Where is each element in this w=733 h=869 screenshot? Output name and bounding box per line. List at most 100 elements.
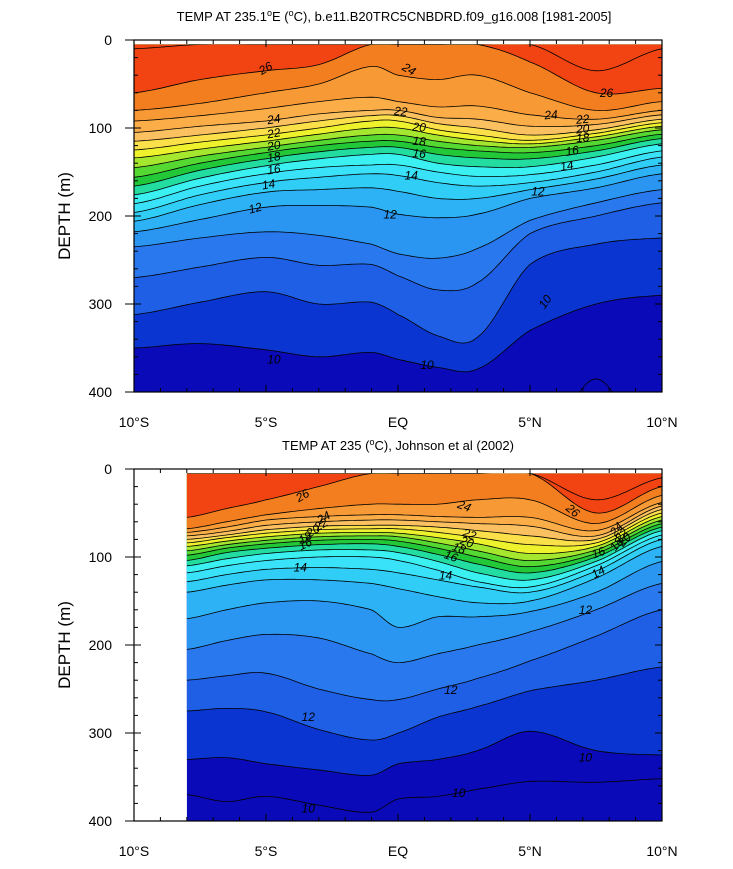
panel-bottom-x-tick-labels: 10°S 5°S EQ 5°N 10°N [119,843,678,859]
isotherm-16 [186,530,663,581]
contour-label: 12 [302,710,316,724]
panel-bottom-y-tick-label-400: 400 [89,813,113,829]
contour-label: 26 [292,486,312,505]
isotherm-13 [134,164,662,222]
temp-band-27 [134,44,662,95]
contour-label: 22 [574,112,590,127]
isotherm-24 [134,96,662,122]
contour-label: 14 [559,158,575,174]
panel-top-title: TEMP AT 235.1oE (oC), b.e11.B20TRC5CNBDR… [177,8,612,24]
contour-label: 16 [564,143,580,159]
contour-label: 24 [265,111,282,127]
isotherm-10 [186,609,663,702]
contour-label: 24 [543,107,559,122]
panel-0-ticks [125,39,663,393]
contour-label: 12 [383,207,397,221]
panel-bottom-y-tick-label-300: 300 [89,725,113,741]
isotherm-11 [186,583,663,664]
isotherm-18 [186,523,663,568]
isotherm-14 [186,539,663,594]
panel-bottom-x-tick-label-eq: EQ [388,843,408,859]
panel-top-x-tick-label-10s: 10°S [119,414,150,430]
isotherm-22 [186,509,663,542]
panel-top-y-tick-label-100: 100 [89,120,113,136]
contour-label: 16 [590,544,608,562]
contour-label: 12 [579,603,593,617]
contour-label: 20 [457,533,476,551]
contour-label: 18 [266,149,282,165]
isotherm-23 [134,109,662,133]
isotherm-25 [186,495,663,530]
temp-band-27 [186,473,663,518]
contour-label: 14 [439,569,453,583]
isotherm-27 [134,44,662,72]
panel-1-ticks [125,468,663,822]
contour-label: 16 [266,161,282,177]
contour-label: 12 [444,683,458,697]
contour-label: 24 [455,497,474,515]
contour-label: 16 [296,535,314,553]
panel-top: TEMP AT 235.1oE (oC), b.e11.B20TRC5CNBDR… [55,8,678,430]
isotherm-16 [134,143,662,196]
contour-label: 18 [450,539,468,557]
isotherm-15 [186,534,663,589]
panel-0-contour-lines [134,44,662,393]
panel-top-y-tick-label-400: 400 [89,384,113,400]
isotherm-11 [134,189,662,259]
panel-1-contour-lines [186,473,663,813]
isotherm-21 [186,512,663,547]
panel-bottom-y-tick-label-100: 100 [89,549,113,565]
contour-label: 14 [261,176,277,192]
panel-top-ylabel: DEPTH (m) [55,172,74,260]
panel-bottom-x-tick-label-10n: 10°N [646,843,677,859]
isotherm-20 [134,125,662,159]
isotherm-23 [186,505,663,537]
isotherm-12 [186,561,663,628]
contour-label: 14 [294,561,308,575]
contour-label: 18 [296,528,315,547]
isotherm-17 [134,138,662,187]
panel-top-x-tick-label-10n: 10°N [646,414,677,430]
panel-top-x-tick-label-5s: 5°S [255,414,278,430]
isotherm-19 [134,129,662,168]
contour-label: 12 [531,184,545,198]
isotherm-25 [134,66,662,112]
contour-label: 20 [265,138,282,154]
contour-label: 14 [589,563,608,582]
panel-bottom-ylabel: DEPTH (m) [55,601,74,689]
isotherm-22 [134,114,662,142]
panel-bottom-title: TEMP AT 235 (oC), Johnson et al (2002) [282,437,514,453]
panel-bottom-y-tick-label-0: 0 [104,461,112,477]
panel-top-y-tick-label-200: 200 [89,208,113,224]
panel-bottom-x-tick-label-5s: 5°S [255,843,278,859]
panel-1-fills [186,473,663,821]
panel-top-x-tick-labels: 10°S 5°S EQ 5°N 10°N [119,414,678,430]
isotherm-18 [134,133,662,178]
contour-label: 10 [452,786,466,800]
isotherm-17 [186,526,663,574]
contour-label: 26 [599,86,614,100]
contour-label: 20 [303,521,323,540]
panel-top-x-tick-label-eq: EQ [388,414,408,430]
isotherm-9 [186,666,663,741]
panel-top-y-tick-labels: 0 100 200 300 400 [89,32,113,400]
contour-label: 10 [302,802,316,816]
isotherm-26 [186,473,663,518]
isotherm-13 [186,546,663,605]
contour-label: 10 [579,751,593,765]
isotherm-27 [186,473,663,501]
isotherm-26 [134,44,662,95]
contour-label: 20 [574,121,590,136]
contour-label: 22 [265,125,282,141]
contour-label: 10 [420,358,434,372]
isotherm-21 [134,119,662,151]
isotherm-9 [134,237,662,344]
isotherm-19 [186,519,663,561]
panel-bottom-y-tick-labels: 0 100 200 300 400 [89,461,113,829]
contour-label: 16 [412,146,427,161]
isotherm-15 [134,150,662,205]
contour-label: 26 [255,59,275,78]
contour-label: 20 [411,120,427,135]
